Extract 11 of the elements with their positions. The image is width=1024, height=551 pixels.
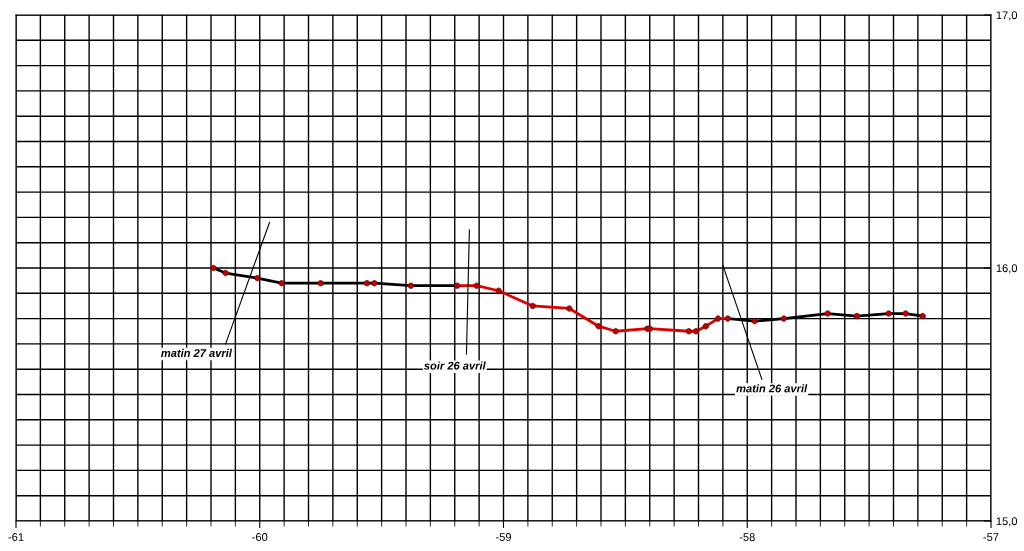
x-tick-label: -59 <box>495 533 511 541</box>
x-tick-label: -58 <box>739 533 755 541</box>
x-tick-label: -60 <box>252 533 268 541</box>
y-tick-label: 17,0 <box>996 11 1018 21</box>
x-tick-label: -57 <box>983 533 999 541</box>
annotation: matin 26 avril <box>736 384 808 393</box>
annotation: matin 27 avril <box>161 348 233 357</box>
x-tick-label: -61 <box>8 533 24 541</box>
y-tick-label: 15,0 <box>996 517 1018 527</box>
y-tick-label: 16,0 <box>996 264 1018 274</box>
annotation: soir 26 avril <box>423 361 486 370</box>
